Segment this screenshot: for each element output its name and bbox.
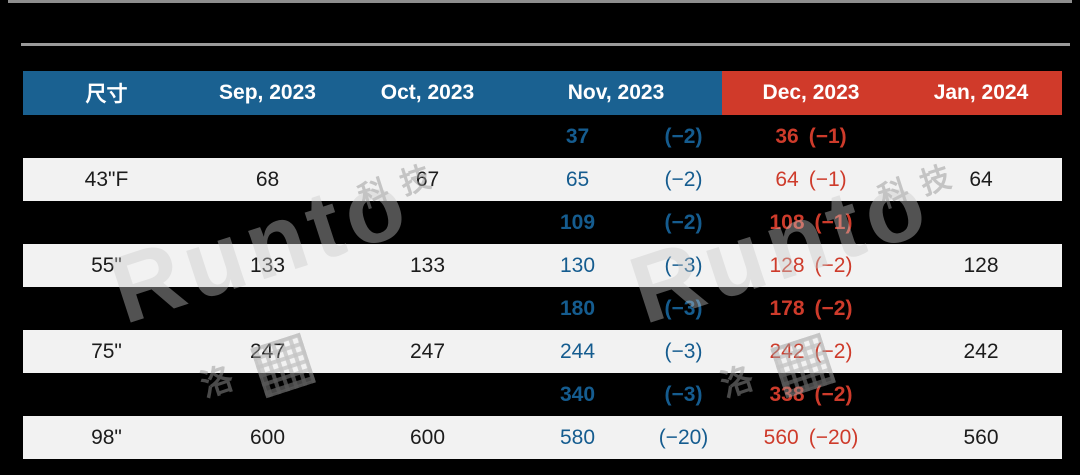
size-cell: 75" [91, 339, 122, 363]
header-jan: Jan, 2024 [900, 71, 1062, 115]
nov-value: 37 [565, 124, 590, 148]
oct-cell [345, 373, 510, 416]
oct-cell: 247 [409, 339, 446, 363]
header-oct: Oct, 2023 [345, 71, 510, 115]
header-nov: Nov, 2023 [510, 71, 722, 115]
nov-change: (−20) [658, 425, 709, 449]
nov-value: 340 [559, 382, 596, 406]
dec-value: 560 [763, 425, 799, 449]
dec-value: 108 [769, 210, 805, 234]
nov-value: 580 [559, 425, 596, 449]
dec-cell: 128 (−2) [722, 244, 900, 287]
jan-cell [900, 201, 1062, 244]
dec-value: 338 [769, 382, 805, 406]
dec-value: 178 [769, 296, 805, 320]
table-row: 55" 133 133 130 (−3) 128 (−2) 128 [23, 244, 1062, 287]
jan-cell: 64 [969, 167, 993, 191]
sep-cell: 133 [249, 253, 286, 277]
nov-value: 180 [559, 296, 596, 320]
size-cell [23, 287, 190, 330]
nov-change: (−2) [664, 124, 703, 148]
second-divider-line [21, 43, 1070, 46]
jan-cell [900, 373, 1062, 416]
dec-change: (−2) [814, 296, 853, 320]
header-sep: Sep, 2023 [190, 71, 345, 115]
nov-value: 244 [559, 339, 596, 363]
nov-change: (−3) [664, 253, 703, 277]
dec-cell: 560 (−20) [722, 416, 900, 459]
dec-value: 128 [769, 253, 805, 277]
size-cell [23, 373, 190, 416]
dec-cell: 178 (−2) [722, 287, 900, 330]
dec-cell: 338 (−2) [722, 373, 900, 416]
dec-change: (−20) [808, 425, 859, 449]
table-row: 43"F 68 67 65 (−2) 64 (−1) 64 [23, 158, 1062, 201]
table-row: 75" 247 247 244 (−3) 242 (−2) 242 [23, 330, 1062, 373]
sep-cell [190, 373, 345, 416]
nov-change: (−3) [664, 296, 703, 320]
dec-cell: 36 (−1) [722, 115, 900, 158]
dec-change: (−2) [814, 382, 853, 406]
dec-change: (−1) [808, 167, 847, 191]
oct-cell: 600 [409, 425, 446, 449]
table-row-masked: 109 (−2) 108 (−1) [23, 201, 1062, 244]
price-table: 尺寸 Sep, 2023 Oct, 2023 Nov, 2023 Dec, 20… [23, 71, 1062, 459]
table-row-masked: 340 (−3) 338 (−2) [23, 373, 1062, 416]
sep-cell [190, 287, 345, 330]
table-row: 98" 600 600 580 (−20) 560 (−20) 560 [23, 416, 1062, 459]
header-size: 尺寸 [23, 71, 190, 115]
oct-cell: 133 [409, 253, 446, 277]
jan-cell [900, 115, 1062, 158]
dec-cell: 242 (−2) [722, 330, 900, 373]
nov-change: (−3) [664, 382, 703, 406]
size-cell [23, 201, 190, 244]
size-cell [23, 115, 190, 158]
dec-cell: 64 (−1) [722, 158, 900, 201]
size-cell: 43"F [84, 167, 129, 191]
oct-cell [345, 287, 510, 330]
nov-change: (−3) [664, 339, 703, 363]
nov-change: (−2) [664, 167, 703, 191]
dec-cell: 108 (−1) [722, 201, 900, 244]
header-dec: Dec, 2023 [722, 71, 900, 115]
table-row-masked: 180 (−3) 178 (−2) [23, 287, 1062, 330]
oct-cell [345, 115, 510, 158]
table-header-row: 尺寸 Sep, 2023 Oct, 2023 Nov, 2023 Dec, 20… [23, 71, 1062, 115]
nov-value: 109 [559, 210, 596, 234]
dec-change: (−2) [814, 253, 853, 277]
size-cell: 55" [91, 253, 122, 277]
dec-change: (−2) [814, 339, 853, 363]
sep-cell [190, 115, 345, 158]
dec-value: 64 [775, 167, 799, 191]
jan-cell: 128 [963, 253, 999, 277]
dec-value: 36 [775, 124, 799, 148]
dec-change: (−1) [808, 124, 847, 148]
sep-cell: 68 [255, 167, 280, 191]
nov-change: (−2) [664, 210, 703, 234]
jan-cell [900, 287, 1062, 330]
jan-cell: 560 [963, 425, 999, 449]
sep-cell: 247 [249, 339, 286, 363]
sep-cell [190, 201, 345, 244]
nov-value: 130 [559, 253, 596, 277]
nov-value: 65 [565, 167, 590, 191]
size-cell: 98" [91, 425, 122, 449]
oct-cell: 67 [415, 167, 440, 191]
sep-cell: 600 [249, 425, 286, 449]
dec-change: (−1) [814, 210, 853, 234]
dec-value: 242 [769, 339, 805, 363]
oct-cell [345, 201, 510, 244]
top-divider-line [8, 0, 1072, 3]
table-row-masked: 37 (−2) 36 (−1) [23, 115, 1062, 158]
jan-cell: 242 [963, 339, 999, 363]
